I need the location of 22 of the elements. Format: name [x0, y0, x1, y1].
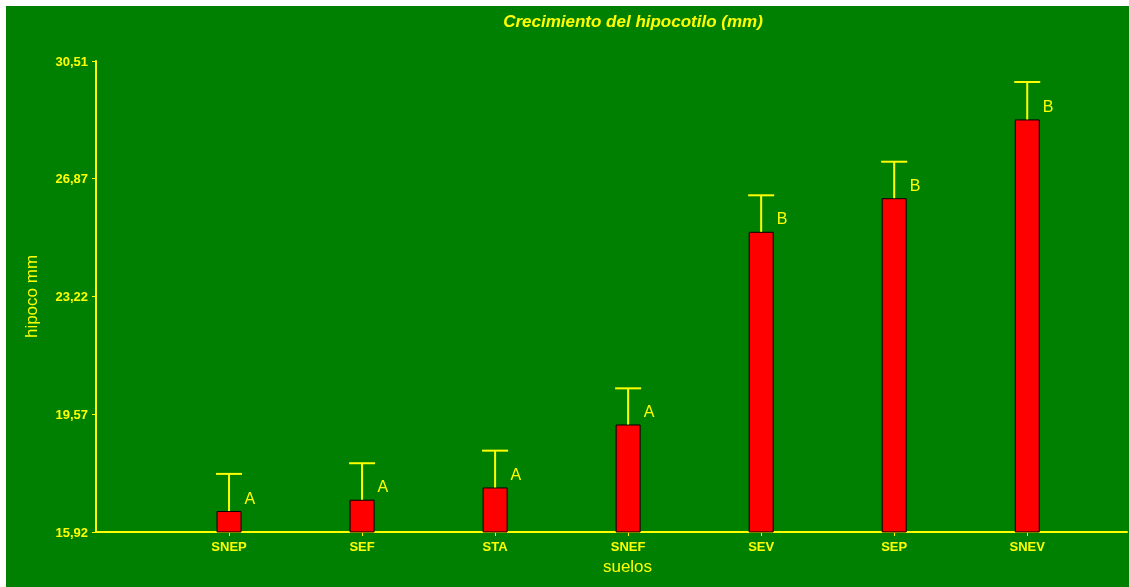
chart-title: Crecimiento del hipocotilo (mm)	[503, 12, 764, 31]
x-tick-label: SNEV	[1009, 539, 1046, 554]
y-tick-label: 26,87	[55, 171, 88, 187]
x-tick-label: SEF	[349, 539, 375, 554]
y-tick-label: 30,51	[55, 53, 88, 69]
data-label: B	[776, 210, 788, 228]
y-tick-label: 23,22	[55, 288, 88, 304]
x-tick-label: SEV	[748, 539, 775, 554]
y-axis-title: hipoco mm	[22, 254, 41, 339]
data-label: B	[1042, 97, 1054, 115]
y-tick-label: 15,92	[55, 524, 88, 540]
data-label: A	[377, 478, 389, 496]
x-tick-label: SNEP	[211, 539, 248, 554]
x-tick-label: STA	[482, 539, 509, 554]
y-tick-label: 19,57	[55, 406, 88, 422]
x-tick-label: SEP	[881, 539, 908, 554]
x-axis-title: suelos	[602, 557, 653, 576]
x-tick-label: SNEF	[610, 539, 646, 554]
data-label: A	[643, 403, 655, 420]
data-label: A	[510, 465, 522, 483]
data-label: A	[244, 489, 256, 507]
data-label: B	[909, 176, 921, 194]
